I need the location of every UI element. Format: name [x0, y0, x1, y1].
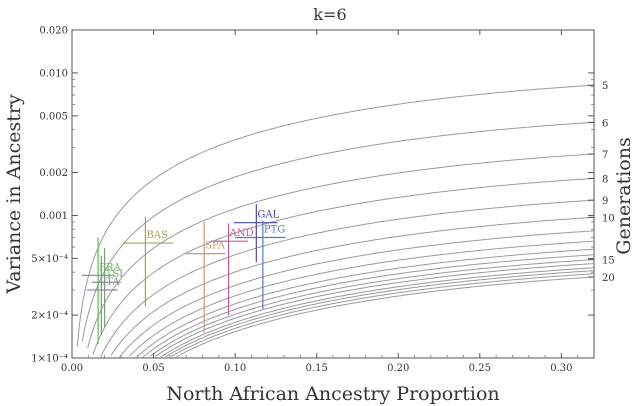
population-marker: TSI: [91, 248, 124, 327]
population-marker: FRA: [81, 237, 122, 345]
generation-label: 10: [602, 213, 615, 224]
generation-label: 15: [602, 256, 615, 267]
x-axis-ticks: 0.00 0.05 0.10 0.15 0.20 0.25 0.30: [61, 30, 579, 374]
generation-curve: [155, 263, 595, 357]
population-label: GAL: [257, 210, 279, 221]
plot-frame: [71, 29, 595, 359]
generation-curve: [92, 177, 595, 355]
y-tick-label: 5×10⁻⁴: [31, 254, 68, 265]
generation-curve: [142, 254, 595, 358]
population-label: BAS: [146, 230, 168, 241]
population-marker: SPA: [184, 221, 226, 333]
generation-label: 20: [602, 273, 615, 284]
generation-curve: [170, 273, 595, 358]
generation-labels: 5 6 7 8 9 10 15 20: [588, 81, 615, 284]
generation-curve: [165, 270, 595, 358]
x-tick-label: 0.05: [142, 363, 164, 374]
y-tick-label: 0.002: [39, 168, 68, 179]
x-tick-label: 0.10: [224, 363, 246, 374]
y-tick-label: 0.020: [39, 26, 68, 37]
population-label: TSI: [106, 269, 124, 280]
population-label: SPA: [205, 241, 226, 252]
generation-curve: [81, 121, 595, 342]
generation-curve: [129, 240, 595, 357]
y-axis-ticks: 1×10⁻⁴ 2×10⁻⁴ 5×10⁻⁴ 0.001 0.002 0.005 0.010 0.…: [31, 26, 594, 365]
population-marker: GAL: [233, 204, 280, 263]
x-tick-label: 0.00: [61, 363, 83, 374]
x-axis-title: North African Ancestry Proportion: [166, 383, 499, 405]
x-tick-label: 0.20: [387, 363, 409, 374]
generation-curve: [160, 267, 595, 358]
population-marker: PTG: [235, 220, 286, 310]
x-tick-label: 0.15: [306, 363, 328, 374]
population-marker: ITA: [86, 255, 120, 335]
population-marker: BAS: [122, 216, 174, 307]
generation-curve: [87, 153, 595, 348]
population-label: PTG: [264, 225, 285, 236]
x-tick-label: 0.25: [469, 363, 491, 374]
generation-label: 6: [602, 118, 608, 129]
generation-label: 7: [602, 150, 608, 161]
population-marker: AND: [210, 223, 254, 316]
generation-curve: [176, 276, 595, 358]
generation-curve: [110, 216, 595, 356]
y-tick-label: 0.001: [39, 211, 68, 222]
y-tick-label: 1×10⁻⁴: [31, 354, 68, 365]
generation-curve: [76, 84, 595, 347]
generation-curve: [100, 199, 595, 358]
chart-title: k=6: [313, 5, 346, 24]
generation-curve: [136, 248, 595, 357]
generation-curves: [76, 84, 595, 359]
y-axis-title: Variance in Ancestry: [3, 94, 25, 295]
generation-label: 8: [602, 174, 608, 185]
y-tick-label: 2×10⁻⁴: [31, 311, 68, 322]
population-label: FRA: [99, 262, 121, 273]
right-axis-title: Generations: [613, 137, 635, 254]
population-label: ITA: [102, 277, 120, 288]
y-tick-label: 0.010: [39, 68, 68, 79]
generation-label: 9: [602, 196, 608, 207]
generation-curve: [118, 230, 595, 359]
x-tick-label: 0.30: [550, 363, 572, 374]
population-label: AND: [229, 228, 254, 239]
generation-label: 5: [602, 81, 608, 92]
generation-curve: [150, 259, 595, 357]
y-tick-label: 0.005: [39, 111, 68, 122]
